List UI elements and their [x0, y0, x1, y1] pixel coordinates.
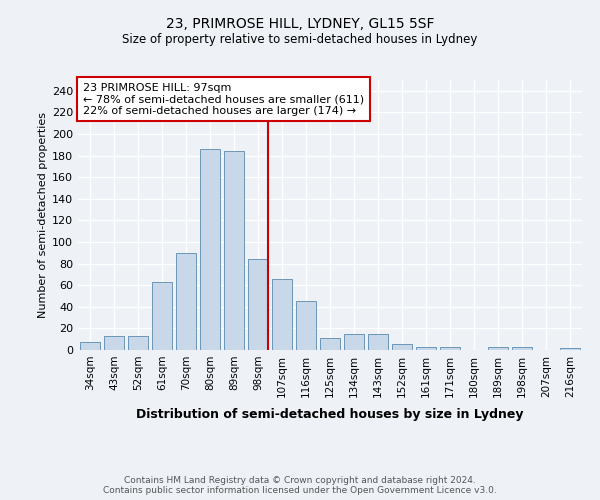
Bar [488, 347, 508, 350]
Bar [368, 334, 388, 350]
Bar [152, 282, 172, 350]
Bar [392, 344, 412, 350]
Y-axis label: Number of semi-detached properties: Number of semi-detached properties [38, 112, 48, 318]
Bar [344, 334, 364, 350]
Text: Size of property relative to semi-detached houses in Lydney: Size of property relative to semi-detach… [122, 32, 478, 46]
Bar [128, 336, 148, 350]
Text: 23, PRIMROSE HILL, LYDNEY, GL15 5SF: 23, PRIMROSE HILL, LYDNEY, GL15 5SF [166, 18, 434, 32]
Bar [176, 253, 196, 350]
Bar [224, 152, 244, 350]
Bar [248, 260, 268, 350]
Bar [104, 336, 124, 350]
Text: Contains HM Land Registry data © Crown copyright and database right 2024.
Contai: Contains HM Land Registry data © Crown c… [103, 476, 497, 495]
Bar [80, 342, 100, 350]
Text: 23 PRIMROSE HILL: 97sqm
← 78% of semi-detached houses are smaller (611)
22% of s: 23 PRIMROSE HILL: 97sqm ← 78% of semi-de… [83, 82, 364, 116]
Bar [560, 348, 580, 350]
Bar [200, 149, 220, 350]
Bar [296, 302, 316, 350]
Bar [440, 347, 460, 350]
Bar [272, 278, 292, 350]
Bar [512, 347, 532, 350]
Bar [416, 347, 436, 350]
Bar [320, 338, 340, 350]
X-axis label: Distribution of semi-detached houses by size in Lydney: Distribution of semi-detached houses by … [136, 408, 524, 421]
